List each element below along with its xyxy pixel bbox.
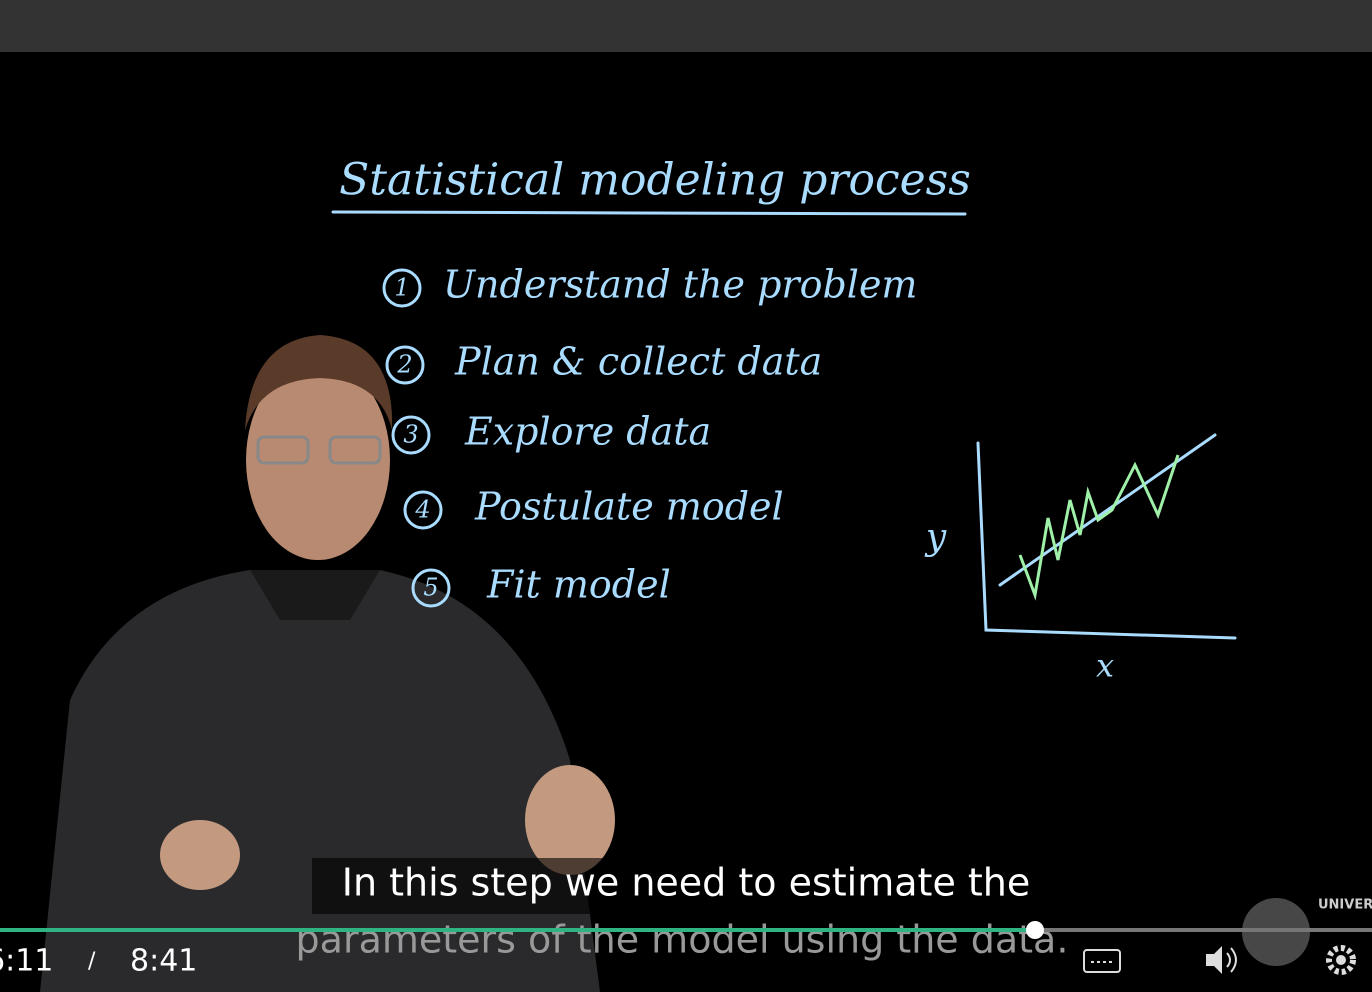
volume-button[interactable] bbox=[1206, 946, 1237, 974]
step-text: Understand the problem bbox=[443, 263, 917, 307]
captions-button[interactable] bbox=[1083, 949, 1121, 973]
title-underline bbox=[331, 210, 967, 216]
x-axis-label: x bbox=[1096, 647, 1114, 685]
caption-line: In this step we need to estimate the bbox=[342, 861, 1031, 905]
step-number: 4 bbox=[414, 496, 430, 524]
y-axis-label: y bbox=[924, 517, 947, 558]
step-text: Postulate model bbox=[474, 485, 784, 529]
progress-knob[interactable] bbox=[1026, 921, 1044, 939]
logo-text: UNIVERS bbox=[1318, 898, 1372, 913]
sketch-chart: y x bbox=[924, 433, 1237, 685]
step-text: Explore data bbox=[464, 410, 711, 454]
step-circle bbox=[382, 268, 422, 308]
settings-button[interactable] bbox=[1326, 945, 1356, 975]
duration: 8:41 bbox=[130, 944, 197, 979]
university-seal bbox=[1242, 898, 1310, 966]
step-text: Fit model bbox=[486, 563, 671, 607]
top-bar bbox=[0, 0, 1372, 52]
step-number: 1 bbox=[394, 274, 409, 302]
step-text: Plan & collect data bbox=[454, 340, 822, 384]
caption-background bbox=[312, 858, 1062, 914]
time-separator: / bbox=[88, 949, 96, 974]
step-circle bbox=[411, 568, 451, 608]
progress-played bbox=[0, 928, 1035, 932]
caption-line: parameters of the model using the data. bbox=[296, 918, 1069, 962]
board-title: Statistical modeling process bbox=[339, 155, 971, 206]
step-number: 5 bbox=[423, 574, 438, 602]
current-time: 6:11 bbox=[0, 944, 53, 979]
step-number: 3 bbox=[403, 421, 418, 449]
step-number: 2 bbox=[396, 351, 412, 379]
step-circle bbox=[391, 415, 431, 455]
step-circle bbox=[385, 345, 425, 385]
step-circle bbox=[403, 490, 443, 530]
